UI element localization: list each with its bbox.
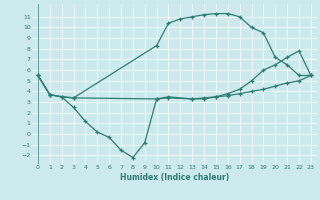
X-axis label: Humidex (Indice chaleur): Humidex (Indice chaleur) — [120, 173, 229, 182]
